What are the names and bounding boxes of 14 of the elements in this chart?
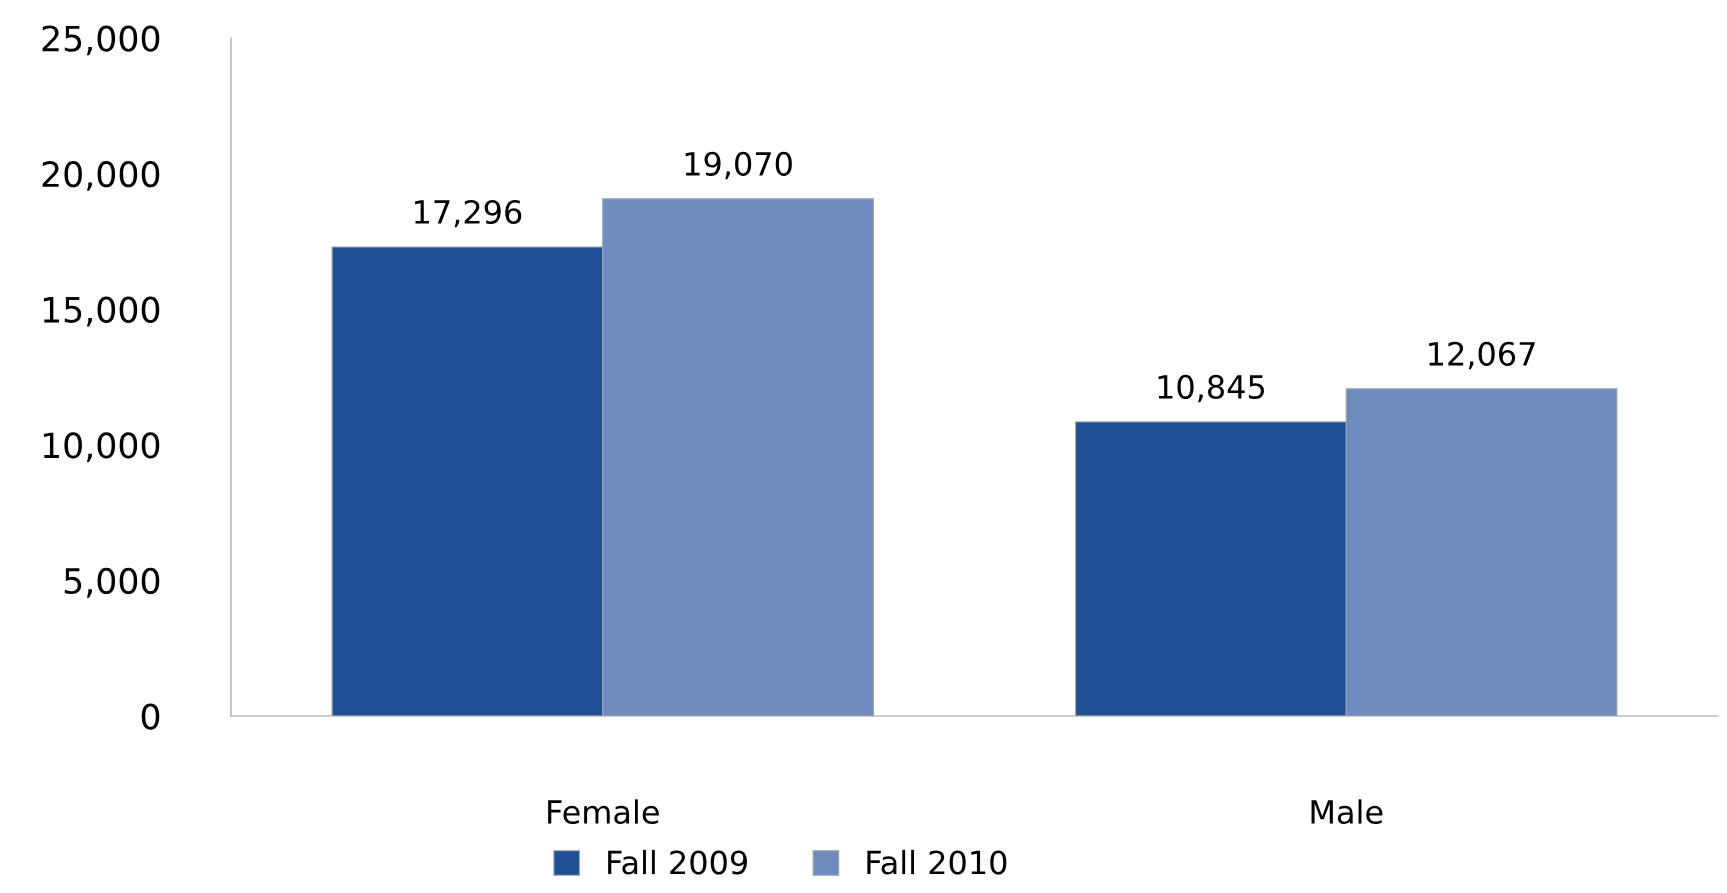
data-label: 10,845: [1158, 374, 1265, 403]
data-label: 19,070: [685, 151, 792, 180]
legend-label: Fall 2010: [867, 849, 1007, 875]
x-tick-label: Male: [1311, 799, 1383, 825]
legend-label: Fall 2009: [608, 849, 747, 875]
y-tick-label: 5,000: [64, 567, 160, 598]
y-tick-label: 10,000: [43, 432, 160, 463]
y-tick-label: 20,000: [42, 161, 160, 191]
data-label: 12,067: [1429, 341, 1535, 370]
y-tick-label: 15,000: [43, 296, 160, 327]
y-tick-label: 25,000: [42, 25, 160, 56]
y-tick-label: 0: [141, 703, 160, 730]
x-tick-label: Female: [548, 799, 659, 825]
data-label: 17,296: [415, 199, 522, 228]
